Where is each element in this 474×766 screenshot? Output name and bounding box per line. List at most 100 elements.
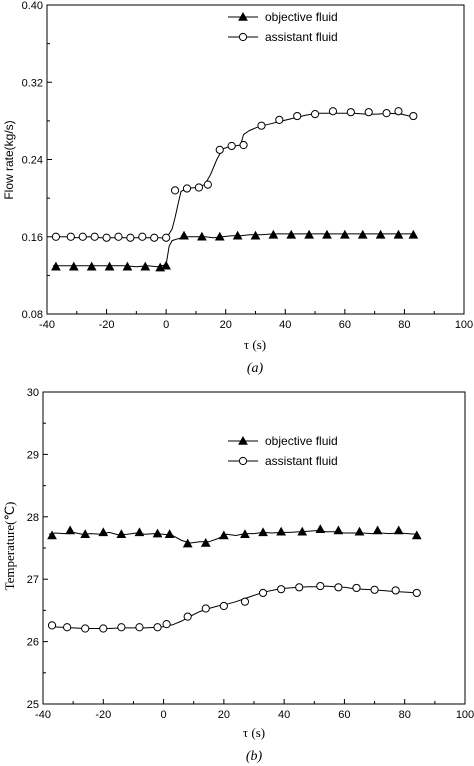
data-point-objective-fluid <box>161 260 172 270</box>
data-point-assistant-fluid <box>316 581 325 591</box>
x-tick-label: -40 <box>35 709 51 721</box>
x-tick-label: -20 <box>95 709 111 721</box>
data-point-assistant-fluid <box>394 107 403 116</box>
axis-ticks-b: -40 -20 0 20 40 60 80 100 25 26 27 28 29 30 <box>27 387 474 721</box>
data-point-objective-fluid <box>51 261 61 271</box>
caption-a: (a) <box>247 361 264 376</box>
data-point-objective-fluid <box>86 261 97 271</box>
y-tick-label: 0.40 <box>22 0 43 12</box>
y-tick-label: 27 <box>27 574 39 586</box>
data-point-assistant-fluid <box>219 601 228 611</box>
data-point-assistant-fluid <box>51 232 61 241</box>
data-point-objective-fluid <box>375 229 386 239</box>
data-point-assistant-fluid <box>258 588 268 598</box>
series-line-assistant-fluid <box>53 112 414 240</box>
y-tick-label: 30 <box>27 387 39 399</box>
data-point-objective-fluid <box>164 529 175 539</box>
data-point-assistant-fluid <box>126 233 135 242</box>
data-point-objective-fluid <box>258 527 268 537</box>
legend-marker <box>238 435 248 445</box>
data-point-objective-fluid <box>354 526 365 536</box>
y-tick-label: 29 <box>27 449 39 461</box>
data-point-objective-fluid <box>116 529 127 539</box>
y-tick-label: 26 <box>27 637 39 649</box>
data-point-assistant-fluid <box>257 121 266 130</box>
data-point-assistant-fluid <box>240 597 250 606</box>
data-point-assistant-fluid <box>102 233 111 242</box>
data-point-objective-fluid <box>304 229 314 239</box>
data-point-assistant-fluid <box>114 232 123 241</box>
data-point-objective-fluid <box>393 525 404 535</box>
data-point-assistant-fluid <box>182 184 192 193</box>
data-point-assistant-fluid <box>370 585 379 594</box>
legend-b: objective fluid assistant fluid <box>228 434 338 468</box>
data-point-objective-fluid <box>104 261 115 271</box>
data-point-assistant-fluid <box>203 180 212 189</box>
data-point-assistant-fluid <box>138 232 147 241</box>
data-point-objective-fluid <box>276 526 287 536</box>
data-point-assistant-fluid <box>293 111 302 121</box>
data-point-objective-fluid <box>240 529 250 539</box>
data-point-objective-fluid <box>134 527 145 537</box>
data-point-objective-fluid <box>68 261 79 271</box>
data-point-assistant-fluid <box>227 141 236 151</box>
y-tick-label: 0.16 <box>22 232 43 244</box>
data-point-assistant-fluid <box>99 624 108 633</box>
data-point-objective-fluid <box>411 530 422 540</box>
y-tick-label: 0.24 <box>22 155 43 167</box>
data-point-objective-fluid <box>200 537 211 547</box>
y-tick-label: 28 <box>27 512 39 524</box>
data-point-objective-fluid <box>339 229 350 239</box>
legend-label: assistant fluid <box>265 30 338 44</box>
data-point-assistant-fluid <box>183 612 192 621</box>
data-point-assistant-fluid <box>352 583 361 593</box>
data-point-objective-fluid <box>315 524 326 534</box>
data-point-objective-fluid <box>232 230 243 240</box>
series-markers-a <box>51 107 419 272</box>
chart-panel-a: -40 -20 0 20 40 60 80 100 0.08 0.16 0.24 0.32 0.40 o… <box>2 0 473 376</box>
data-point-objective-fluid <box>80 529 91 539</box>
series-lines-b <box>48 529 417 629</box>
data-point-assistant-fluid <box>162 620 171 629</box>
data-point-assistant-fluid <box>150 233 159 242</box>
y-axis-title-a: Flow rate(kg/s) <box>2 120 16 199</box>
x-tick-label: 100 <box>455 319 473 331</box>
data-point-assistant-fluid <box>117 623 126 632</box>
data-point-assistant-fluid <box>412 588 421 598</box>
x-tick-label: -40 <box>39 319 55 331</box>
data-point-assistant-fluid <box>194 183 204 192</box>
data-point-objective-fluid <box>152 528 163 538</box>
series-line-objective-fluid <box>48 529 417 544</box>
data-point-assistant-fluid <box>66 232 75 241</box>
plot-frame-b <box>42 391 466 705</box>
data-point-assistant-fluid <box>409 111 418 121</box>
data-point-assistant-fluid <box>328 107 338 116</box>
data-point-assistant-fluid <box>162 233 171 242</box>
x-tick-label: 40 <box>278 709 290 721</box>
x-tick-label: 0 <box>161 709 167 721</box>
data-point-objective-fluid <box>182 538 193 548</box>
x-tick-label: 20 <box>220 319 232 331</box>
data-point-assistant-fluid <box>334 583 343 592</box>
data-point-objective-fluid <box>65 525 76 535</box>
data-point-objective-fluid <box>214 231 225 241</box>
data-point-assistant-fluid <box>346 108 355 117</box>
data-point-assistant-fluid <box>90 232 99 241</box>
legend-label: assistant fluid <box>265 454 338 468</box>
data-point-assistant-fluid <box>170 186 180 195</box>
x-tick-label: 60 <box>338 709 350 721</box>
data-point-objective-fluid <box>122 261 133 271</box>
x-tick-label: 80 <box>399 709 411 721</box>
series-markers-b <box>47 524 422 633</box>
chart-panel-b: -40 -20 0 20 40 60 80 100 25 26 27 28 29 30 objective… <box>2 387 474 764</box>
data-point-assistant-fluid <box>364 108 373 117</box>
data-point-objective-fluid <box>286 229 297 239</box>
y-tick-label: 25 <box>27 699 39 711</box>
x-tick-label: 60 <box>339 319 351 331</box>
data-point-objective-fluid <box>179 230 189 240</box>
series-line-assistant-fluid <box>48 585 417 629</box>
data-point-assistant-fluid <box>153 623 162 632</box>
data-point-objective-fluid <box>393 229 404 239</box>
data-point-objective-fluid <box>357 229 368 239</box>
